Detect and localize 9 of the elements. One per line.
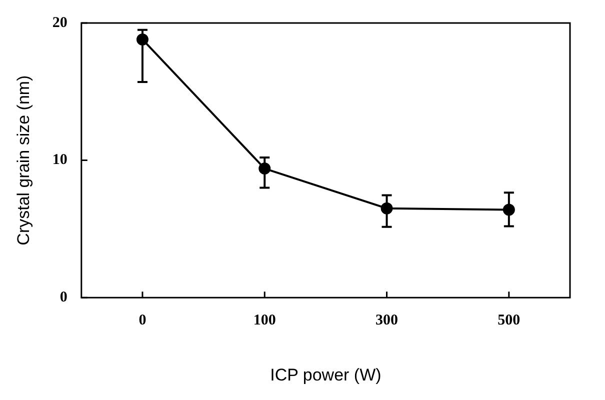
x-tick-label: 500 [498,312,520,328]
x-axis-title: ICP power (W) [270,365,382,384]
y-tick-label: 10 [52,152,68,168]
x-tick-label: 100 [253,312,276,328]
x-tick-label: 0 [138,312,146,328]
y-axis-title: Crystal grain size (nm) [14,75,33,246]
y-tick-label: 20 [52,14,68,31]
x-tick-label: 300 [376,312,398,328]
y-tick-label: 0 [60,289,68,306]
